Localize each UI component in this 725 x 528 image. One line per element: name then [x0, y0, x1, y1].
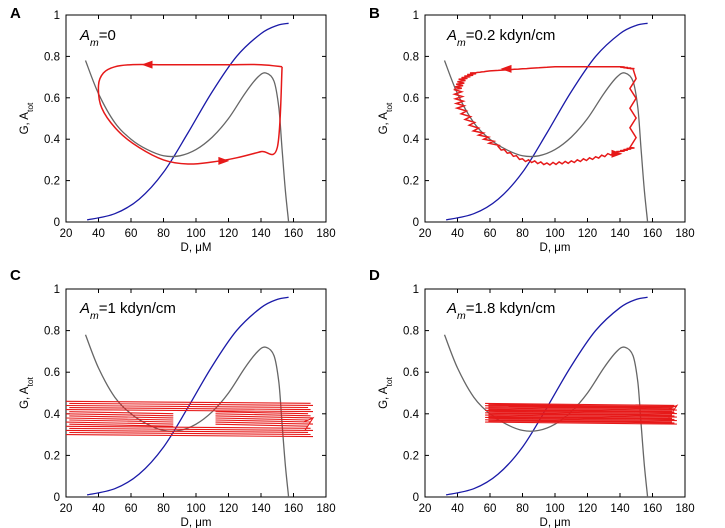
- x-axis-label: D, μm: [540, 242, 571, 254]
- x-tick-label: 80: [516, 228, 529, 240]
- y-axis-label: G, Atot: [378, 102, 394, 134]
- y-tick-label: 1: [54, 284, 60, 296]
- x-tick-label: 180: [675, 228, 694, 240]
- plot-area: [66, 297, 313, 497]
- y-axis-label: G, Atot: [19, 102, 35, 134]
- y-tick-label: 0.6: [403, 93, 419, 105]
- y-tick-label: 0.4: [403, 134, 420, 146]
- x-tick-label: 160: [284, 503, 303, 515]
- x-tick-label: 60: [484, 228, 497, 240]
- y-tick-label: 0.2: [44, 176, 60, 188]
- series-blue: [446, 297, 647, 495]
- x-tick-label: 180: [316, 228, 335, 240]
- y-tick-label: 0.8: [403, 326, 419, 338]
- panel-letter-d: D: [369, 267, 380, 284]
- x-tick-label: 40: [451, 228, 464, 240]
- amplitude-annotation: Am=0: [79, 27, 116, 49]
- x-tick-label: 180: [316, 503, 335, 515]
- y-tick-label: 0.4: [44, 134, 61, 146]
- y-tick-label: 0.4: [44, 409, 61, 421]
- x-axis-label: D, μm: [540, 517, 571, 528]
- y-tick-label: 0: [54, 492, 60, 504]
- x-tick-label: 40: [451, 503, 464, 515]
- y-tick-label: 0.6: [44, 367, 60, 379]
- x-tick-label: 140: [251, 228, 270, 240]
- y-tick-label: 1: [413, 10, 419, 22]
- x-tick-label: 120: [219, 503, 238, 515]
- panel-c: C 20 40 60 80 100 120 140 160 180 0 0.2 0.4 0.6 0.8 1 D,…: [10, 267, 336, 528]
- y-tick-label: 0: [413, 492, 419, 504]
- x-tick-label: 80: [157, 228, 170, 240]
- y-tick-label: 0.2: [44, 450, 60, 462]
- y-tick-label: 0.8: [44, 326, 60, 338]
- x-tick-label: 160: [284, 228, 303, 240]
- direction-arrow-right: [218, 157, 229, 165]
- figure-canvas: A20 40 60 80 100 120 140 160 18000.20.40.60.81D,…: [0, 0, 725, 528]
- x-tick-label: 120: [219, 228, 238, 240]
- x-tick-label: 120: [578, 228, 597, 240]
- plot-area: [445, 297, 677, 497]
- series-gray: [445, 61, 648, 223]
- x-tick-label: 20: [419, 228, 432, 240]
- panel-letter-c: C: [10, 267, 21, 284]
- amplitude-annotation: Am=1 kdyn/cm: [79, 300, 176, 322]
- series-blue: [446, 23, 647, 220]
- x-tick-label: 160: [643, 228, 662, 240]
- panel-letter-a: A: [10, 5, 21, 22]
- x-tick-label: 100: [186, 503, 205, 515]
- y-tick-label: 0.6: [403, 367, 419, 379]
- x-tick-label: 140: [610, 503, 629, 515]
- y-axis-label: G, Atot: [378, 376, 394, 408]
- direction-arrow-left: [501, 65, 512, 73]
- y-tick-label: 0: [54, 217, 60, 229]
- y-tick-label: 0.2: [403, 176, 419, 188]
- y-tick-label: 0.8: [403, 51, 419, 63]
- y-tick-label: 0: [413, 217, 419, 229]
- x-tick-label: 180: [675, 503, 694, 515]
- x-axis-label: D, μM: [181, 242, 212, 254]
- x-tick-label: 160: [643, 503, 662, 515]
- y-tick-label: 0.6: [44, 93, 60, 105]
- series-gray: [86, 61, 289, 223]
- y-tick-label: 0.2: [403, 450, 419, 462]
- x-tick-label: 100: [545, 228, 564, 240]
- x-tick-label: 80: [157, 503, 170, 515]
- x-tick-label: 20: [60, 228, 73, 240]
- x-tick-label: 20: [419, 503, 432, 515]
- y-tick-label: 1: [54, 10, 60, 22]
- series-blue: [87, 23, 289, 220]
- x-tick-label: 80: [516, 503, 529, 515]
- x-tick-label: 60: [484, 503, 497, 515]
- x-tick-label: 60: [125, 503, 138, 515]
- x-tick-label: 140: [251, 503, 270, 515]
- series-gray: [86, 335, 289, 497]
- plot-area: [445, 23, 648, 222]
- x-tick-label: 100: [545, 503, 564, 515]
- x-axis-label: D, μm: [181, 517, 212, 528]
- x-tick-label: 40: [92, 503, 105, 515]
- panel-letter-b: B: [369, 5, 380, 22]
- y-tick-label: 0.4: [403, 409, 420, 421]
- x-tick-label: 40: [92, 228, 105, 240]
- amplitude-annotation: Am=0.2 kdyn/cm: [446, 27, 555, 49]
- series-blue: [87, 297, 289, 495]
- series-red-oscillation: [66, 401, 313, 436]
- series-red: [454, 67, 636, 165]
- x-tick-label: 120: [578, 503, 597, 515]
- panel-d: D 20 40 60 80 100 120 140 160 180 0 0.2 0.4 0.6 0.8 1 D,…: [369, 267, 695, 528]
- x-tick-label: 60: [125, 228, 138, 240]
- x-tick-label: 20: [60, 503, 73, 515]
- amplitude-annotation: Am=1.8 kdyn/cm: [446, 300, 555, 322]
- panel-a: A 20 40 60 80 100 120 140 160 180 0 0.2 0.4 0.6 0.8 1 D,…: [10, 5, 336, 254]
- y-tick-label: 1: [413, 284, 419, 296]
- x-tick-label: 140: [610, 228, 629, 240]
- plot-area: [86, 23, 289, 222]
- x-tick-label: 100: [186, 228, 205, 240]
- series-red: [98, 65, 282, 165]
- direction-arrow-left: [142, 61, 153, 69]
- y-axis-label: G, Atot: [19, 376, 35, 408]
- y-tick-label: 0.8: [44, 51, 60, 63]
- series-red-oscillation: [485, 403, 677, 424]
- panel-b: B 20 40 60 80 100 120 140 160 180 0 0.2 0.4 0.6 0.8 1 D,…: [369, 5, 695, 254]
